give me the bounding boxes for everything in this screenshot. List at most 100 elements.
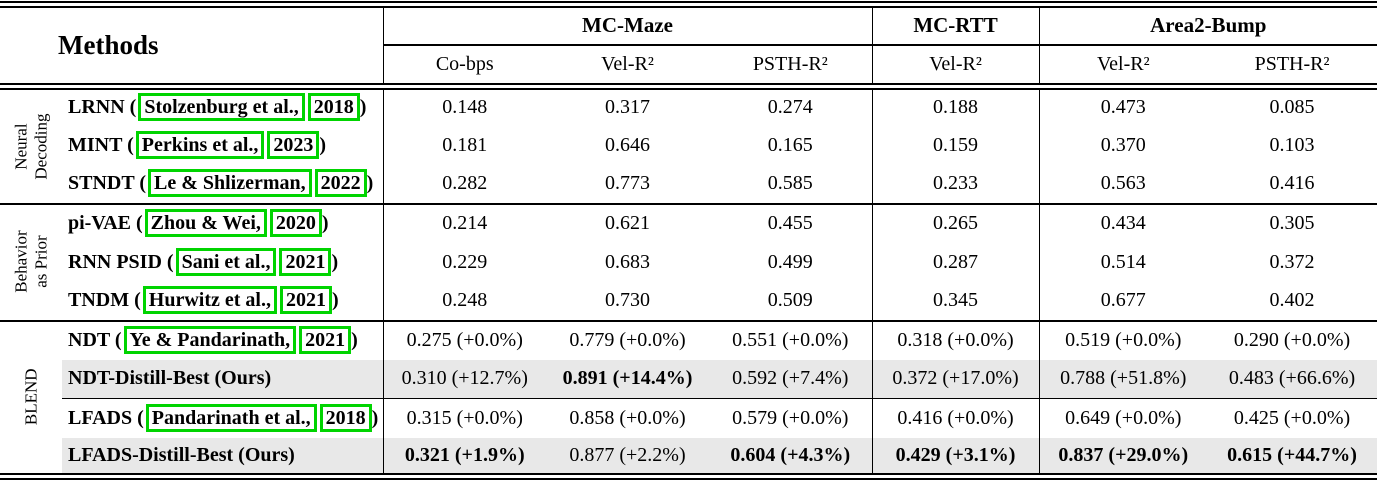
method-name: LFADS (Pandarinath et al., 2018) xyxy=(62,398,384,438)
group-label-line: Behavior xyxy=(11,230,31,294)
group-label-line: Neural xyxy=(11,123,31,170)
value-cell: 0.455 xyxy=(709,202,873,243)
value-cell: 0.229 xyxy=(442,250,488,273)
value-cell: 0.214 xyxy=(383,202,546,243)
value-cell: 0.370 xyxy=(1100,133,1146,156)
paren-open: ( xyxy=(129,289,141,311)
header-co-bps: Co-bps xyxy=(383,44,546,90)
method-label: LFADS-Distill-Best (Ours) xyxy=(68,443,295,466)
paren-open: ( xyxy=(134,172,146,194)
value-cell: 0.305 xyxy=(1207,202,1377,243)
method-label: RNN PSID xyxy=(68,250,162,273)
group-label-line: Decoding xyxy=(31,113,50,180)
header-vel-r2-bump: Vel-R² xyxy=(1039,44,1208,90)
citation-authors-link[interactable]: Stolzenburg et al., xyxy=(138,93,305,122)
paren-close: ) xyxy=(319,133,327,156)
citation-year-link[interactable]: 2021 xyxy=(299,326,352,354)
method-name: NDT (Ye & Pandarinath, 2021) xyxy=(62,319,384,360)
value-cell: 0.085 xyxy=(1269,96,1315,119)
rotated-label: BLEND xyxy=(0,323,62,470)
citation-year-link[interactable]: 2021 xyxy=(279,286,332,314)
citation-year-link[interactable]: 2020 xyxy=(269,209,322,237)
value-cell: 0.372 xyxy=(1269,250,1315,273)
citation-year-link[interactable]: 2018 xyxy=(307,93,360,122)
header-metric-row: Co-bps Vel-R² PSTH-R² Vel-R² Vel-R² PSTH… xyxy=(0,44,1377,90)
citation-authors-link[interactable]: Perkins et al., xyxy=(135,130,265,159)
value-cell: 0.287 xyxy=(872,242,1040,282)
value-cell: 0.646 xyxy=(605,133,650,156)
value-cell: 0.615 (+44.7%) xyxy=(1207,437,1377,480)
value-cell: 0.282 xyxy=(442,172,488,194)
table-row: Behavior as Prior pi-VAE (Zhou & Wei, 2020… xyxy=(0,202,1377,321)
value-cell: 0.275 (+0.0%) xyxy=(383,319,546,360)
value-cell: 0.345 xyxy=(872,281,1040,321)
header-methods: Methods xyxy=(0,1,384,90)
value-cell: 0.592 (+7.4%) xyxy=(709,359,873,399)
group-label-line: as Prior xyxy=(31,235,51,289)
paren-close: ) xyxy=(321,212,329,234)
value-cell: 0.148 xyxy=(442,96,488,119)
value-cell: 0.188 xyxy=(872,86,1040,126)
citation-year-link[interactable]: 2022 xyxy=(314,169,367,197)
table-header: Methods MC-Maze MC-RTT Area2-Bump Co-bps… xyxy=(0,1,1377,90)
paren-open: ( xyxy=(109,329,122,351)
group-label-line: BLEND xyxy=(21,368,41,426)
header-vel-r2-rtt: Vel-R² xyxy=(872,44,1040,90)
paren-close: ) xyxy=(351,329,358,351)
citation-authors-link[interactable]: Pandarinath et al., xyxy=(145,403,317,432)
paper-table-wrapper: Methods MC-Maze MC-RTT Area2-Bump Co-bps… xyxy=(0,1,1377,480)
method-name: LRNN (Stolzenburg et al., 2018) xyxy=(62,86,384,126)
value-cell: 0.402 xyxy=(1269,289,1315,311)
citation-authors-link[interactable]: Hurwitz et al., xyxy=(142,286,277,314)
header-psth-r2-bump: PSTH-R² xyxy=(1207,44,1377,90)
header-group-mc-maze: MC-Maze xyxy=(383,1,873,46)
table-row: BLEND NDT (Ye & Pandarinath, 2021) 0.275 … xyxy=(0,319,1377,480)
value-cell: 0.165 xyxy=(709,125,873,165)
value-cell: 0.788 (+51.8%) xyxy=(1039,359,1208,399)
table-row: MINT (Perkins et al., 2023) 0.181 0.646 0… xyxy=(0,125,1377,165)
table-row-ours: NDT-Distill-Best (Ours) 0.310 (+12.7%) 0… xyxy=(0,359,1377,399)
value-cell: 0.563 xyxy=(1100,172,1146,194)
value-cell: 0.310 (+12.7%) xyxy=(383,359,546,399)
method-name: LFADS-Distill-Best (Ours) xyxy=(62,437,384,480)
row-group-label-behavior-as-prior: Behavior as Prior xyxy=(0,202,62,321)
value-cell: 0.265 xyxy=(872,202,1040,243)
citation-year-link[interactable]: 2021 xyxy=(279,247,332,276)
value-cell: 0.372 (+17.0%) xyxy=(872,359,1040,399)
value-cell: 0.730 xyxy=(605,289,650,311)
value-cell: 0.683 xyxy=(605,250,650,273)
value-cell: 0.416 (+0.0%) xyxy=(872,398,1040,438)
citation-authors-link[interactable]: Sani et al., xyxy=(175,247,277,276)
method-name: NDT-Distill-Best (Ours) xyxy=(62,359,384,399)
method-label: LFADS xyxy=(68,406,133,429)
value-cell: 0.290 (+0.0%) xyxy=(1207,319,1377,360)
citation-year-link[interactable]: 2023 xyxy=(267,130,320,159)
value-cell: 0.499 xyxy=(709,242,873,282)
method-label: NDT xyxy=(68,329,110,351)
value-cell: 0.434 xyxy=(1039,202,1208,243)
paren-open: ( xyxy=(122,133,134,156)
citation-authors-link[interactable]: Zhou & Wei, xyxy=(144,209,267,237)
table-body: Neural Decoding LRNN (Stolzenburg et al.,… xyxy=(0,86,1377,480)
value-cell: 0.604 (+4.3%) xyxy=(709,437,873,480)
method-name: TNDM (Hurwitz et al., 2021) xyxy=(62,281,384,321)
method-name: RNN PSID (Sani et al., 2021) xyxy=(62,242,384,282)
value-cell: 0.677 xyxy=(1100,289,1146,311)
value-cell: 0.483 (+66.6%) xyxy=(1207,359,1377,399)
citation-authors-link[interactable]: Le & Shlizerman, xyxy=(148,169,312,197)
value-cell: 0.579 (+0.0%) xyxy=(709,398,873,438)
value-cell: 0.514 xyxy=(1100,250,1146,273)
method-name: STNDT (Le & Shlizerman, 2022) xyxy=(62,164,384,204)
value-cell: 0.519 (+0.0%) xyxy=(1039,319,1208,360)
table-row: TNDM (Hurwitz et al., 2021) 0.248 0.730 0… xyxy=(0,281,1377,321)
table-row: Neural Decoding LRNN (Stolzenburg et al.,… xyxy=(0,86,1377,179)
header-group-row: Methods MC-Maze MC-RTT Area2-Bump xyxy=(0,1,1377,90)
table-row: STNDT (Le & Shlizerman, 2022) 0.282 0.773… xyxy=(0,164,1377,204)
value-cell: 0.858 (+0.0%) xyxy=(546,398,709,438)
citation-year-link[interactable]: 2018 xyxy=(319,403,372,432)
citation-authors-link[interactable]: Ye & Pandarinath, xyxy=(123,326,297,354)
method-name: pi-VAE (Zhou & Wei, 2020) xyxy=(62,202,384,243)
paren-close: ) xyxy=(371,406,379,429)
value-cell: 0.877 (+2.2%) xyxy=(546,437,709,480)
paren-open: ( xyxy=(161,250,174,273)
